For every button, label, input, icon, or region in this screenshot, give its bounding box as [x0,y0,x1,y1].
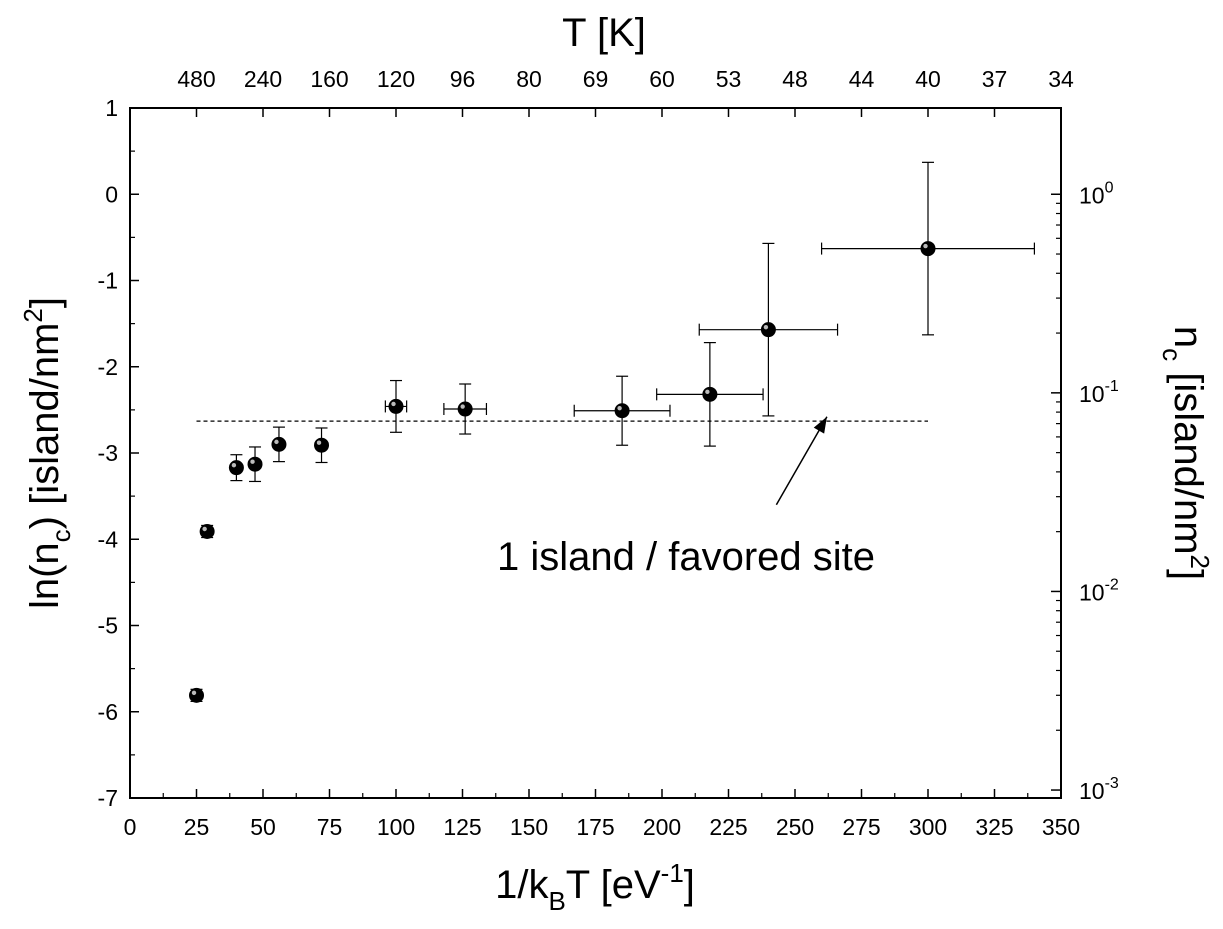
top-tick-label: 48 [782,66,808,92]
marker [189,687,204,703]
y-tick-label: -2 [98,354,118,380]
x-tick-label: 175 [576,814,614,840]
data-point [314,427,330,464]
top-axis-ticks: 480 240 160 120 96 80 69 60 53 48 44 40 37 34 [177,66,1074,92]
data-point [384,379,408,433]
marker-highlight [191,690,197,696]
data-point [656,342,764,447]
x-tick-label: 75 [317,814,343,840]
top-tick-label: 160 [310,66,348,92]
top-tick-label: 69 [583,66,609,92]
y-tick-label: 0 [105,181,118,207]
x-tick-label: 250 [776,814,814,840]
y-tick-label: -4 [98,526,119,552]
marker [199,523,215,539]
top-tick-label: 480 [177,66,215,92]
marker [760,322,776,338]
data-point [271,426,287,463]
data-point [573,375,671,446]
annotation-arrow [775,416,828,506]
top-tick-label: 96 [450,66,476,92]
marker [388,398,404,414]
top-tick-label: 240 [244,66,282,92]
x-tick-label: 25 [184,814,210,840]
x-tick-label: 125 [443,814,481,840]
marker-highlight [316,440,322,445]
marker-highlight [391,401,396,407]
marker [702,386,718,402]
x-axis-ticks: 0 25 50 75 100 125 150 175 200 225 250 275 300 325 350 [124,108,1080,840]
y-tick-label: -7 [98,785,118,811]
marker-highlight [231,462,237,468]
x-tick-label: 100 [377,814,415,840]
data-point [698,242,839,417]
marker-highlight [274,439,279,445]
marker [314,437,330,453]
marker [920,241,936,257]
right-tick-label: 10-3 [1079,775,1119,804]
marker [228,460,244,476]
y-tick-label: -3 [98,440,118,466]
top-tick-label: 120 [377,66,415,92]
marker-highlight [705,389,710,395]
y-tick-label: -5 [98,613,118,639]
marker-highlight [250,459,255,464]
plot-frame [129,107,1062,799]
annotation-text: 1 island / favored site [497,535,875,579]
x-axis-title: 1/kBT [eV-1] [495,858,695,916]
x-tick-label: 0 [124,814,137,840]
marker [271,436,287,452]
y-axis-ticks: -7 -6 -5 -4 -3 -2 -1 0 1 [98,95,139,811]
data-point [228,454,244,482]
data-point [820,161,1036,336]
y-tick-label: -6 [98,699,118,725]
x-tick-label: 300 [909,814,947,840]
data-point [443,383,488,435]
x-tick-label: 50 [250,814,276,840]
right-tick-label: 100 [1079,179,1114,208]
right-tick-label: 10-2 [1079,576,1119,605]
data-points [189,161,1036,703]
top-tick-label: 34 [1048,66,1074,92]
top-tick-label: 60 [649,66,675,92]
top-tick-label: 44 [849,66,875,92]
x-tick-label: 150 [510,814,548,840]
right-axis-ticks: 10-3 10-2 10-1 100 [1051,179,1119,804]
top-tick-label: 37 [982,66,1008,92]
y-axis-title: ln(nc) [island/nm2] [18,297,76,609]
data-point [199,523,215,539]
y-tick-label: 1 [105,95,118,121]
marker [614,403,630,419]
right-axis-title: nc [island/nm2] [1157,326,1215,580]
data-point [189,687,204,703]
y-tick-label: -1 [98,268,118,294]
marker [247,456,263,472]
marker [457,401,473,417]
x-tick-label: 225 [709,814,747,840]
x-tick-label: 350 [1042,814,1080,840]
marker-highlight [763,324,769,330]
top-tick-label: 40 [915,66,941,92]
annotation-arrowhead [813,416,827,434]
top-tick-label: 53 [716,66,742,92]
marker-highlight [202,526,207,532]
x-tick-label: 200 [643,814,681,840]
data-point [247,446,263,483]
top-tick-label: 80 [516,66,542,92]
x-tick-label: 275 [842,814,880,840]
marker-highlight [460,404,465,409]
marker-highlight [923,243,928,249]
top-axis-title: T [K] [562,11,646,55]
marker-highlight [617,406,622,411]
right-tick-label: 10-1 [1079,378,1119,407]
x-tick-label: 325 [975,814,1013,840]
